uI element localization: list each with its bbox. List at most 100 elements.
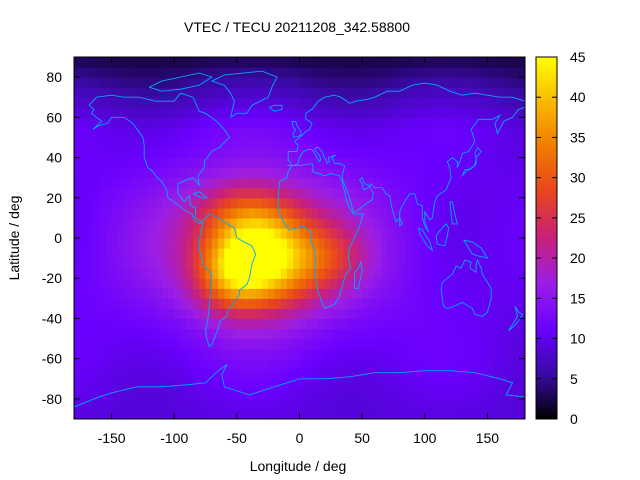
heatmap-cell <box>117 107 125 118</box>
heatmap-cell <box>211 107 219 118</box>
heatmap-cell <box>343 368 351 380</box>
heatmap-cell <box>174 258 182 269</box>
heatmap-cell <box>255 67 263 78</box>
heatmap-cell <box>474 408 482 419</box>
heatmap-cell <box>368 268 376 279</box>
heatmap-cell <box>286 207 294 219</box>
heatmap-cell <box>299 338 307 350</box>
heatmap-cell <box>506 318 514 330</box>
heatmap-cell <box>437 77 445 88</box>
heatmap-cell <box>412 107 420 118</box>
heatmap-cell <box>468 217 476 229</box>
heatmap-cell <box>468 398 476 410</box>
heatmap-cell <box>499 67 507 78</box>
heatmap-cell <box>136 217 144 229</box>
heatmap-cell <box>218 177 225 189</box>
heatmap-cell <box>218 348 225 360</box>
heatmap-cell <box>174 338 182 350</box>
heatmap-cell <box>487 408 495 419</box>
heatmap-cell <box>506 157 514 169</box>
heatmap-cell <box>80 328 88 340</box>
heatmap-cell <box>449 157 457 169</box>
heatmap-cell <box>249 107 257 118</box>
heatmap-cell <box>130 408 138 419</box>
heatmap-cell <box>393 248 401 259</box>
heatmap-cell <box>199 67 207 78</box>
heatmap-cell <box>186 87 194 98</box>
heatmap-cell <box>405 278 413 289</box>
heatmap-cell <box>117 398 125 410</box>
heatmap-cell <box>481 298 489 309</box>
heatmap-cell <box>362 268 369 279</box>
heatmap-cell <box>330 308 338 320</box>
heatmap-cell <box>412 318 420 330</box>
heatmap-cell <box>261 348 269 360</box>
colorbar-tick-label: 45 <box>570 49 586 65</box>
heatmap-cell <box>136 268 144 279</box>
heatmap-cell <box>92 368 100 380</box>
heatmap-cell <box>293 328 301 340</box>
heatmap-cell <box>99 398 106 410</box>
heatmap-cell <box>80 107 88 118</box>
heatmap-cell <box>274 167 282 179</box>
heatmap-cell <box>142 117 150 128</box>
heatmap-cell <box>299 318 307 330</box>
coastline-sri-lanka <box>399 217 403 227</box>
heatmap-cell <box>499 328 507 340</box>
heatmap-cell <box>249 187 257 199</box>
heatmap-cell <box>405 348 413 360</box>
heatmap-cell <box>261 408 269 419</box>
heatmap-cell <box>180 57 188 68</box>
heatmap-cell <box>437 197 445 209</box>
heatmap-cell <box>255 408 263 419</box>
heatmap-cell <box>293 147 301 159</box>
heatmap-cell <box>418 187 426 199</box>
heatmap-cell <box>86 338 94 350</box>
heatmap-cell <box>74 187 81 199</box>
heatmap-cell <box>330 57 338 68</box>
heatmap-cell <box>155 258 163 269</box>
heatmap-cell <box>449 328 457 340</box>
heatmap-cell <box>149 97 157 108</box>
heatmap-cell <box>186 248 194 259</box>
heatmap-cell <box>130 348 138 360</box>
heatmap-cell <box>130 137 138 149</box>
heatmap-cell <box>324 177 332 189</box>
heatmap-cell <box>412 67 420 78</box>
heatmap-cell <box>249 197 257 209</box>
heatmap-cell <box>255 258 263 269</box>
heatmap-cell <box>418 408 426 419</box>
heatmap-cell <box>305 157 313 169</box>
heatmap-cell <box>337 298 344 309</box>
heatmap-cell <box>92 137 100 149</box>
colorbar-tick-label: 35 <box>570 129 586 145</box>
heatmap-cell <box>174 268 182 279</box>
heatmap-cell <box>155 147 163 159</box>
heatmap-cell <box>424 167 432 179</box>
heatmap-cell <box>493 197 501 209</box>
heatmap-cell <box>312 248 319 259</box>
heatmap-cell <box>405 127 413 139</box>
heatmap-cell <box>167 268 175 279</box>
heatmap-cell <box>117 227 125 239</box>
heatmap-cell <box>487 97 495 108</box>
heatmap-cell <box>324 167 332 179</box>
heatmap-cell <box>211 127 219 139</box>
heatmap-cell <box>312 77 319 88</box>
heatmap-cell <box>449 268 457 279</box>
heatmap-cell <box>224 147 232 159</box>
heatmap-cell <box>130 87 138 98</box>
heatmap-cell <box>167 117 175 128</box>
heatmap-cell <box>337 57 344 68</box>
heatmap-cell <box>149 328 157 340</box>
heatmap-cell <box>117 57 125 68</box>
heatmap-cell <box>468 197 476 209</box>
heatmap-cell <box>374 308 382 320</box>
heatmap-cell <box>299 117 307 128</box>
heatmap-cell <box>199 157 207 169</box>
heatmap-cell <box>149 278 157 289</box>
heatmap-cell <box>380 258 388 269</box>
heatmap-cell <box>474 238 482 249</box>
heatmap-cell <box>74 308 81 320</box>
heatmap-cell <box>305 57 313 68</box>
